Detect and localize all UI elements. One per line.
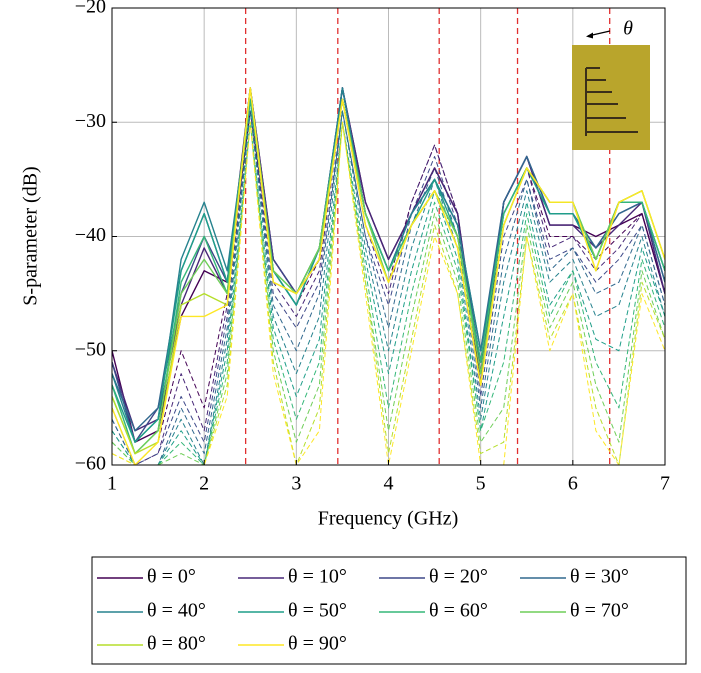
x-tick-label: 1 [107, 473, 117, 495]
legend-label: θ = 90° [288, 633, 347, 655]
y-tick-label: −20 [75, 0, 106, 18]
y-tick-label: −30 [75, 110, 106, 132]
series-lines [112, 87, 665, 465]
x-tick-label: 5 [476, 473, 486, 495]
dashed-series-line [112, 121, 665, 465]
dashed-series-line [112, 121, 665, 465]
x-axis-label: Frequency (GHz) [318, 508, 459, 530]
x-tick-label: 6 [568, 473, 578, 495]
legend-entries: θ = 0° θ = 10° θ = 20° θ = 30° θ = 40° θ = 50… [97, 566, 629, 655]
y-tick-label: −60 [75, 453, 106, 475]
series-line [112, 87, 665, 432]
legend-label: θ = 50° [288, 600, 347, 622]
axes: 1 2 3 4 5 6 7 −60 −50 −40 −30 −20 [75, 0, 670, 495]
inset-photo: θ [572, 18, 650, 150]
legend [91, 556, 687, 665]
x-tick-label: 4 [384, 473, 394, 495]
legend-label: θ = 40° [147, 600, 206, 622]
legend-label: θ = 20° [429, 566, 488, 588]
legend-label: θ = 60° [429, 600, 488, 622]
legend-label: θ = 10° [288, 566, 347, 588]
x-tick-label: 7 [660, 473, 670, 495]
dashed-series-line [112, 110, 665, 465]
x-tick-label: 2 [199, 473, 209, 495]
dashed-series-line [112, 98, 665, 465]
x-tick-label: 3 [291, 473, 301, 495]
legend-label: θ = 80° [147, 633, 206, 655]
series-line [112, 87, 665, 465]
y-tick-label: −40 [75, 224, 106, 246]
dashed-series-line [112, 110, 665, 465]
annotation: θ [623, 18, 633, 40]
legend-label: θ = 70° [570, 600, 629, 622]
y-axis-label: S-parameter (dB) [20, 166, 42, 305]
legend-label: θ = 30° [570, 566, 629, 588]
y-tick-label: −50 [75, 338, 106, 360]
legend-label: θ = 0° [147, 566, 196, 588]
